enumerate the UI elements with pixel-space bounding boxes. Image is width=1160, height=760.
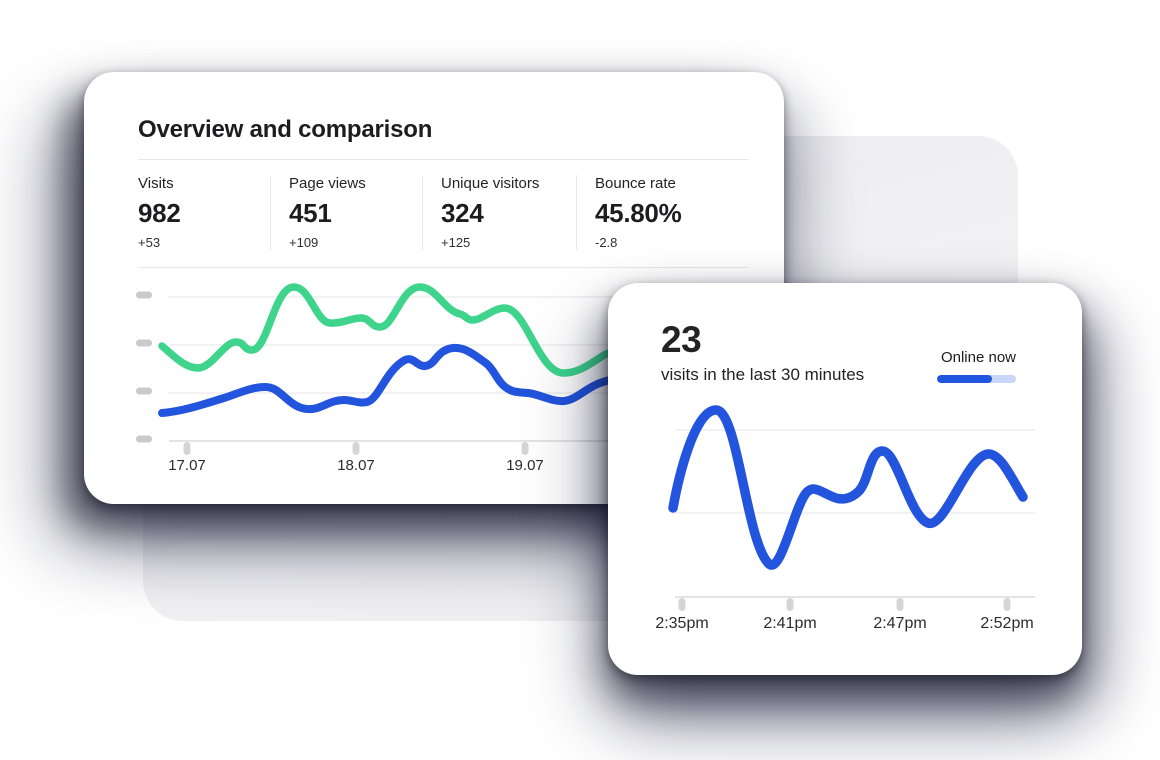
stat-value: 451 — [289, 198, 332, 228]
live-visits-card: 23 visits in the last 30 minutes Online … — [608, 283, 1082, 675]
svg-text:2:41pm: 2:41pm — [763, 615, 816, 632]
online-progress-track — [937, 375, 1016, 383]
stat-visits: Visits 982 +53 — [138, 175, 270, 250]
stat-page-views: Page views 451 +109 — [270, 175, 422, 250]
svg-text:2:47pm: 2:47pm — [873, 615, 926, 632]
live-visits-caption: visits in the last 30 minutes — [661, 365, 865, 384]
svg-text:2:52pm: 2:52pm — [980, 615, 1033, 632]
stat-delta: +53 — [138, 235, 161, 250]
overview-card-title: Overview and comparison — [138, 116, 433, 143]
live-chart: 2:35pm 2:41pm 2:47pm 2:52pm — [650, 400, 1045, 635]
svg-text:17.07: 17.07 — [168, 457, 206, 474]
stat-label: Bounce rate — [595, 175, 676, 192]
svg-text:2:35pm: 2:35pm — [655, 615, 708, 632]
stat-value: 45.80% — [595, 198, 682, 228]
stat-label: Page views — [289, 175, 366, 192]
stat-delta: -2.8 — [595, 235, 618, 250]
stat-bounce-rate: Bounce rate 45.80% -2.8 — [576, 175, 749, 250]
title-divider — [138, 159, 749, 160]
svg-text:18.07: 18.07 — [337, 457, 375, 474]
live-visits-count: 23 — [661, 319, 702, 360]
online-now-block: Online now — [937, 349, 1016, 385]
stat-value: 982 — [138, 198, 181, 228]
stat-delta: +125 — [441, 235, 471, 250]
stats-row: Visits 982 +53 Page views 451 +109 Uniqu… — [138, 160, 749, 268]
svg-text:19.07: 19.07 — [506, 457, 544, 474]
stat-label: Visits — [138, 175, 174, 192]
online-progress-fill — [937, 375, 993, 383]
stat-unique-visitors: Unique visitors 324 +125 — [422, 175, 576, 250]
online-now-label: Online now — [940, 349, 1016, 366]
stat-delta: +109 — [289, 235, 319, 250]
stat-value: 324 — [441, 198, 484, 228]
stat-label: Unique visitors — [441, 175, 540, 192]
live-visits-summary: 23 visits in the last 30 minutes — [661, 321, 864, 385]
